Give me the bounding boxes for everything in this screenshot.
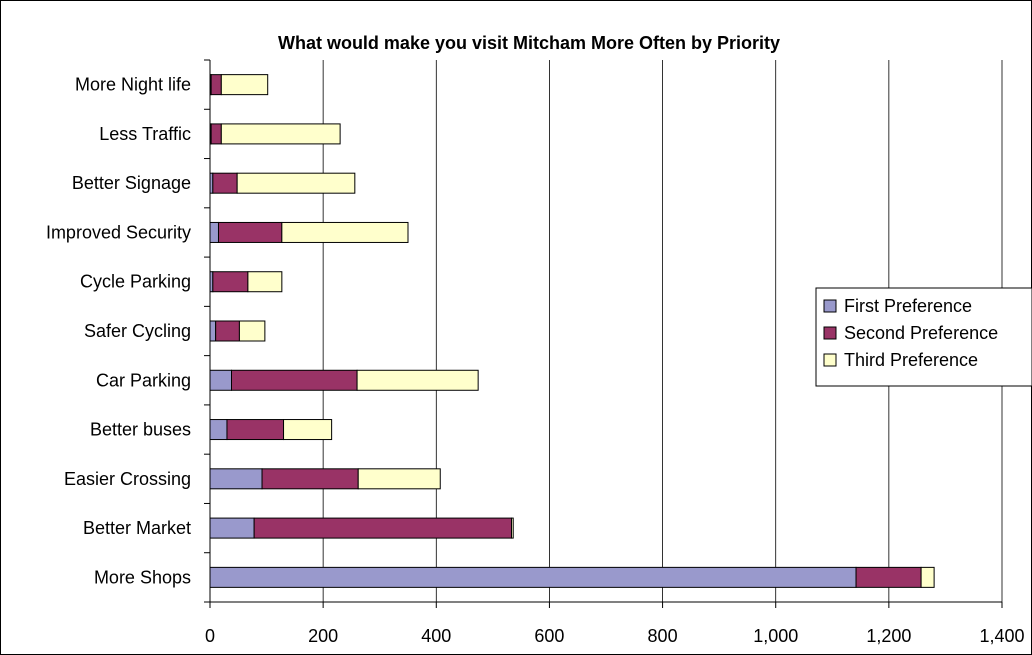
bar-segment (209, 221, 219, 243)
bars-layer (209, 74, 935, 588)
bar-segment (247, 271, 283, 293)
x-tick-label: 400 (421, 626, 451, 646)
chart-title: What would make you visit Mitcham More O… (278, 33, 780, 53)
bar-segment (209, 566, 857, 588)
legend-label: First Preference (844, 296, 972, 316)
bar-segment (230, 369, 358, 391)
legend-label: Second Preference (844, 323, 998, 343)
category-labels: More Shops Better Market Easier Crossing Be… (46, 75, 191, 588)
category-label: Easier Crossing (64, 469, 191, 489)
category-label: Safer Cycling (84, 321, 191, 341)
bar-segment (209, 419, 228, 441)
legend-label: Third Preference (844, 350, 978, 370)
bar-segment (212, 271, 249, 293)
category-label: More Shops (94, 567, 191, 587)
bar-segment (283, 419, 333, 441)
bar-segment (855, 566, 922, 588)
legend-swatch (823, 299, 837, 313)
bar-segment (253, 517, 513, 539)
bar-segment (511, 517, 514, 539)
bar-segment (209, 468, 263, 490)
category-label: More Night life (75, 75, 191, 95)
x-tick-label: 800 (648, 626, 678, 646)
x-tick-label: 1,200 (866, 626, 911, 646)
category-label: Cycle Parking (80, 272, 191, 292)
bar-segment (357, 468, 441, 490)
bar-segment (209, 517, 255, 539)
legend-swatch (823, 326, 837, 340)
category-label: Car Parking (96, 370, 191, 390)
bar-segment (215, 320, 240, 342)
bar-segment (236, 172, 356, 194)
category-label: Better Market (83, 518, 191, 538)
category-label: Better buses (90, 420, 191, 440)
bar-segment (226, 419, 285, 441)
x-tick-label: 1,400 (979, 626, 1024, 646)
bar-segment (217, 221, 283, 243)
x-tick-label: 1,000 (753, 626, 798, 646)
bar-segment (238, 320, 266, 342)
category-label: Better Signage (72, 173, 191, 193)
bar-segment (356, 369, 479, 391)
legend-swatch (823, 353, 837, 367)
bar-segment (209, 320, 217, 342)
bar-segment (220, 74, 269, 96)
bar-segment (920, 566, 935, 588)
bar-segment (281, 221, 409, 243)
bar-segment (210, 123, 222, 145)
bar-segment (261, 468, 359, 490)
bar-segment (220, 123, 341, 145)
x-tick-label: 0 (205, 626, 215, 646)
bar-segment (209, 369, 232, 391)
category-label: Less Traffic (99, 124, 191, 144)
bar-segment (212, 172, 238, 194)
x-tick-label: 200 (308, 626, 338, 646)
legend: First Preference Second Preference Third P… (815, 287, 1032, 387)
bar-segment (210, 74, 222, 96)
x-tick-label: 600 (534, 626, 564, 646)
legend-box (815, 287, 1032, 387)
category-label: Improved Security (46, 222, 191, 242)
axes (204, 59, 1003, 608)
x-tick-labels: 0 200 400 600 800 1,000 1,200 1,400 (205, 626, 1025, 646)
